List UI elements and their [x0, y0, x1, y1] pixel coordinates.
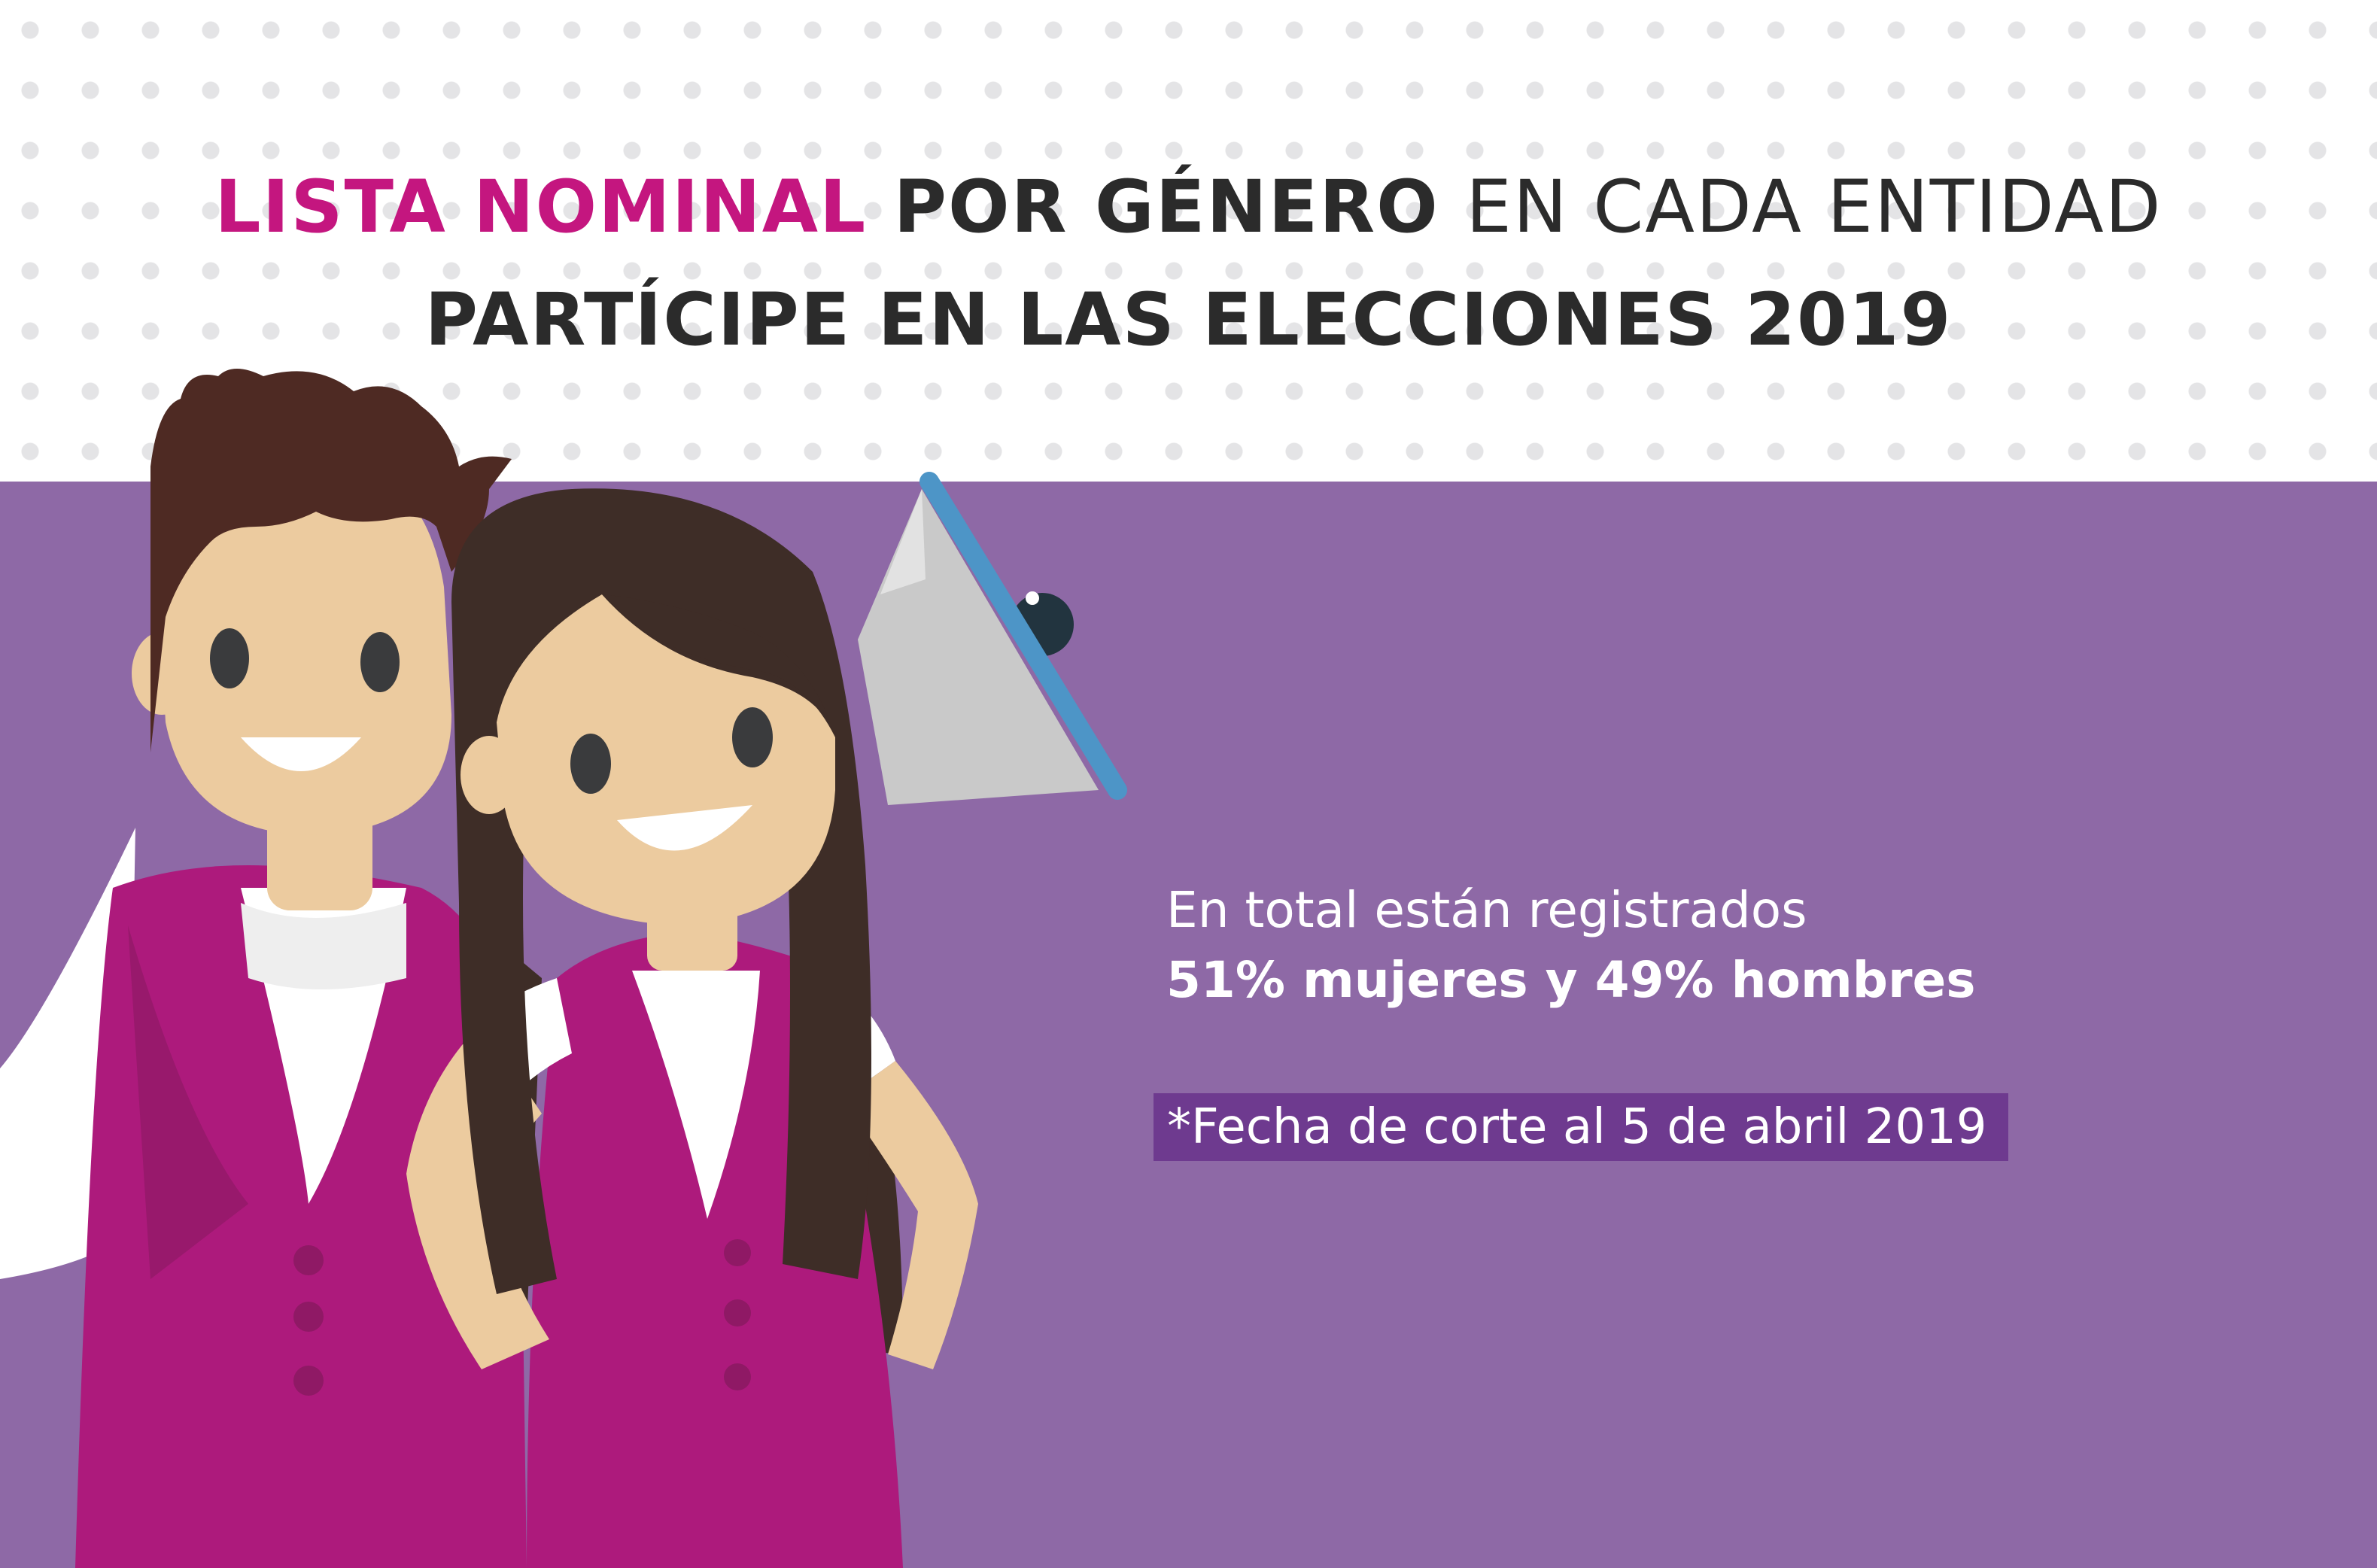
summary-text: En total están registrados 51% mujeres y… [1166, 877, 1976, 1016]
title-line-2: PARTÍCIPE EN LAS ELECCIONES 2019 [424, 278, 1953, 362]
title-bold: POR GÉNERO [893, 165, 1439, 249]
summary-line-2: 51% mujeres y 49% hombres [1166, 951, 1976, 1009]
cutoff-date-note: *Fecha de corte al 5 de abril 2019 [1154, 1093, 2008, 1161]
title-highlight: LISTA NOMINAL [214, 165, 868, 249]
woman-figure [406, 488, 978, 1568]
title-line-1: LISTA NOMINAL POR GÉNERO EN CADA ENTIDAD [0, 150, 2377, 263]
summary-line-1: En total están registrados [1166, 881, 1807, 939]
title-rest: EN CADA ENTIDAD [1466, 165, 2163, 249]
megaphone-icon [858, 472, 1127, 805]
page-title: LISTA NOMINAL POR GÉNERO EN CADA ENTIDAD… [0, 150, 2377, 376]
man-figure [0, 369, 527, 1568]
